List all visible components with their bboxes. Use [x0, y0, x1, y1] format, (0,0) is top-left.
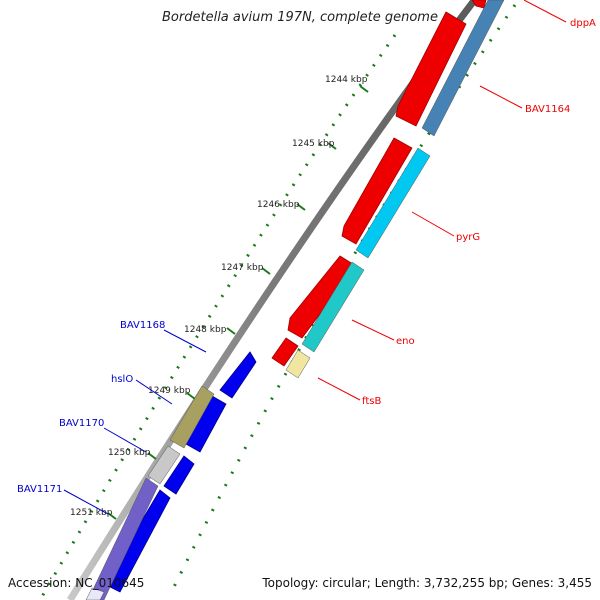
gene-label: hslO	[111, 374, 133, 385]
map-title: Bordetella avium 197N, complete genome	[162, 10, 438, 25]
cog-lightgray-block	[147, 445, 181, 485]
cog-cyan-block	[355, 147, 431, 259]
tick-label: 1249 kbp	[148, 386, 191, 396]
gene-labels-right: dppA BAV1164 pyrG eno ftsB	[362, 18, 596, 407]
gene-ftsB-arrow	[271, 337, 299, 367]
tick-label: 1251 kbp	[70, 508, 113, 518]
forward-strand-genes	[271, 0, 487, 367]
cog-forward	[285, 0, 505, 379]
tick-labels: 1244 kbp 1245 kbp 1246 kbp 1247 kbp 1248…	[70, 75, 368, 518]
gene-labels-left: BAV1168 hslO BAV1170 BAV1171	[17, 320, 165, 495]
cog-olive-block	[169, 385, 215, 449]
gene-pyrG-arrow	[341, 137, 413, 245]
reverse-strand-genes	[103, 351, 257, 593]
cog-steelblue-block	[421, 0, 505, 137]
tick-label: 1247 kbp	[221, 263, 264, 273]
gene-label: ftsB	[362, 396, 381, 407]
cog-reverse	[85, 385, 215, 600]
accession-label: Accession: NC_010645	[8, 576, 145, 590]
gene-label: BAV1171	[17, 484, 62, 495]
genome-summary: Topology: circular; Length: 3,732,255 bp…	[262, 576, 592, 590]
leader-lines-right	[317, 0, 567, 401]
gene-label: eno	[396, 336, 415, 347]
tick-label: 1244 kbp	[325, 75, 368, 85]
cog-slateblue-block	[87, 477, 159, 600]
gene-BAV1164-arrow	[395, 11, 467, 127]
gene-BAV1170-arrow	[163, 455, 195, 495]
gene-label: BAV1164	[525, 104, 570, 115]
gene-label: dppA	[570, 18, 596, 29]
tick-label: 1245 kbp	[292, 139, 335, 149]
gene-BAV1168-arrow	[219, 351, 257, 399]
tick-label: 1246 kbp	[257, 200, 300, 210]
tick-label: 1248 kbp	[184, 325, 227, 335]
gene-label: pyrG	[456, 232, 480, 243]
tick-marks	[107, 85, 369, 520]
leader-lines-left	[63, 329, 207, 515]
cog-teal-block	[301, 261, 365, 353]
cog-khaki-block	[285, 349, 311, 379]
gene-label: BAV1168	[120, 320, 165, 331]
gene-label: BAV1170	[59, 418, 104, 429]
tick-label: 1250 kbp	[108, 448, 151, 458]
cog-light-block	[85, 587, 105, 600]
